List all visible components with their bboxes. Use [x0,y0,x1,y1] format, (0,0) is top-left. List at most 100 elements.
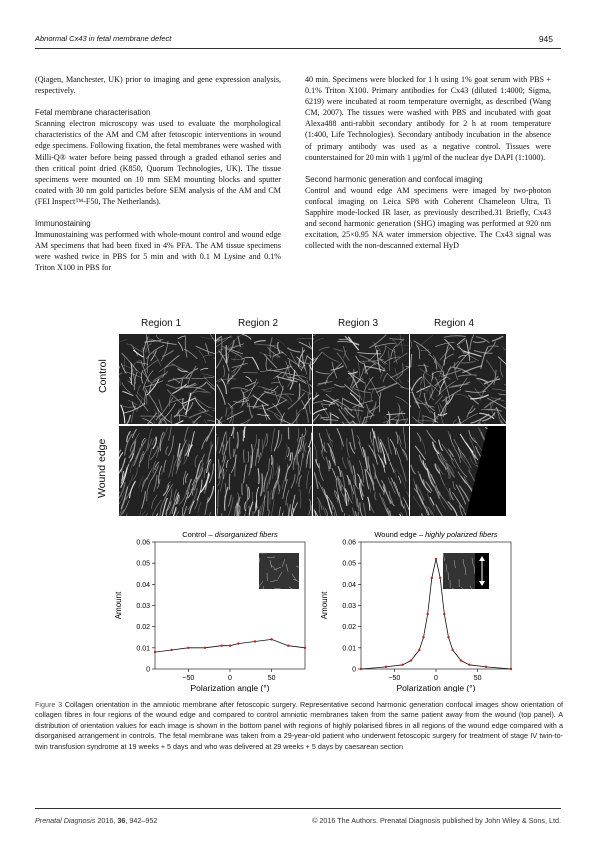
collagen-fibre [390,481,396,494]
collagen-fibre [150,465,159,482]
x-tick-label: −50 [388,675,400,682]
collagen-fibre [184,336,188,358]
collagen-fibre [315,458,320,469]
collagen-fibre [423,392,430,408]
collagen-fibre [446,462,455,478]
collagen-fibre [357,511,359,516]
collagen-fibre [218,465,222,479]
collagen-fibre [132,360,142,367]
collagen-fibre [421,502,430,516]
collagen-fibre [338,408,351,424]
collagen-fibre [291,494,296,516]
collagen-fibre [153,420,156,424]
collagen-fibre [442,366,452,384]
collagen-fibre [166,481,171,490]
collagen-fibre [141,369,144,384]
collagen-fibre [458,485,470,502]
collagen-fibre [163,419,168,424]
collagen-fibre [276,467,280,480]
collagen-fibre [358,441,365,458]
collagen-fibre [283,393,293,403]
y-tick-label: 0.03 [342,603,356,610]
control-micrograph [313,334,409,424]
collagen-fibre [165,446,169,455]
collagen-fibre [132,447,142,467]
collagen-fibre [287,392,306,410]
collagen-fibre [362,382,366,406]
collagen-fibre [364,362,376,374]
collagen-fibre [152,351,162,366]
collagen-fibre [429,391,435,401]
collagen-fibre [259,496,266,516]
collagen-fibre [241,334,252,340]
collagen-fibre [168,426,172,441]
collagen-fibre [233,365,239,376]
collagen-fibre [347,370,366,384]
collagen-fibre [147,438,153,451]
collagen-fibre [270,454,273,465]
collagen-fibre [486,408,502,412]
collagen-fibre [135,394,149,412]
y-tick-label: 0.01 [136,645,150,652]
collagen-fibre [341,484,350,505]
inset-fibre [258,580,264,587]
collagen-fibre [410,405,412,408]
collagen-fibre [265,482,268,497]
collagen-fibre [189,500,195,514]
collagen-fibre [285,444,288,460]
chart-title-emphasis: highly polarized fibers [425,530,498,539]
data-point [153,650,157,654]
collagen-fibre [287,504,291,516]
row-label-control: Control [97,359,109,393]
collagen-fibre [243,449,245,463]
collagen-fibre [143,385,157,406]
collagen-fibre [414,445,426,461]
collagen-fibre [271,351,274,361]
collagen-fibre [291,508,294,516]
collagen-fibre [432,409,445,422]
collagen-fibre [208,444,214,462]
collagen-fibre [197,501,202,513]
collagen-fibre [177,341,184,352]
collagen-fibre [435,464,444,475]
collagen-fibre [166,509,168,516]
collagen-fibre [145,380,164,388]
collagen-fibre [194,474,200,491]
collagen-fibre [159,427,168,445]
collagen-fibre [155,334,164,340]
control-micrograph [410,334,506,424]
collagen-fibre [236,431,239,449]
collagen-fibre [368,334,387,349]
collagen-fibre [347,336,360,351]
collagen-fibre [120,463,130,484]
collagen-fibre [166,500,172,512]
collagen-fibre [456,337,466,346]
collagen-fibre [364,364,368,375]
data-point [170,648,173,652]
collagen-fibre [162,367,166,379]
control-chart: Control – disorganized fibers 0 0.01 0.02 0.… [109,527,311,693]
collagen-fibre [357,351,382,355]
collagen-fibre [425,481,433,492]
collagen-fibre [306,355,312,361]
collagen-fibre [183,440,190,460]
collagen-fibre [207,460,212,473]
collagen-fibre [482,412,496,422]
collagen-fibre [244,514,245,516]
collagen-fibre [224,486,229,511]
collagen-fibre [277,484,281,495]
collagen-fibre [196,460,202,480]
collagen-fibre [209,334,215,342]
collagen-fibre [364,414,375,418]
collagen-fibre [498,394,506,396]
collagen-fibre [313,413,320,423]
collagen-fibre [126,414,132,424]
collagen-fibre [183,426,189,442]
collagen-fibre [198,349,206,364]
collagen-fibre [387,411,391,424]
collagen-fibre [388,350,390,371]
collagen-fibre [394,368,403,384]
collagen-fibre [426,492,436,511]
collagen-fibre [119,377,121,386]
collagen-fibre [358,483,364,501]
